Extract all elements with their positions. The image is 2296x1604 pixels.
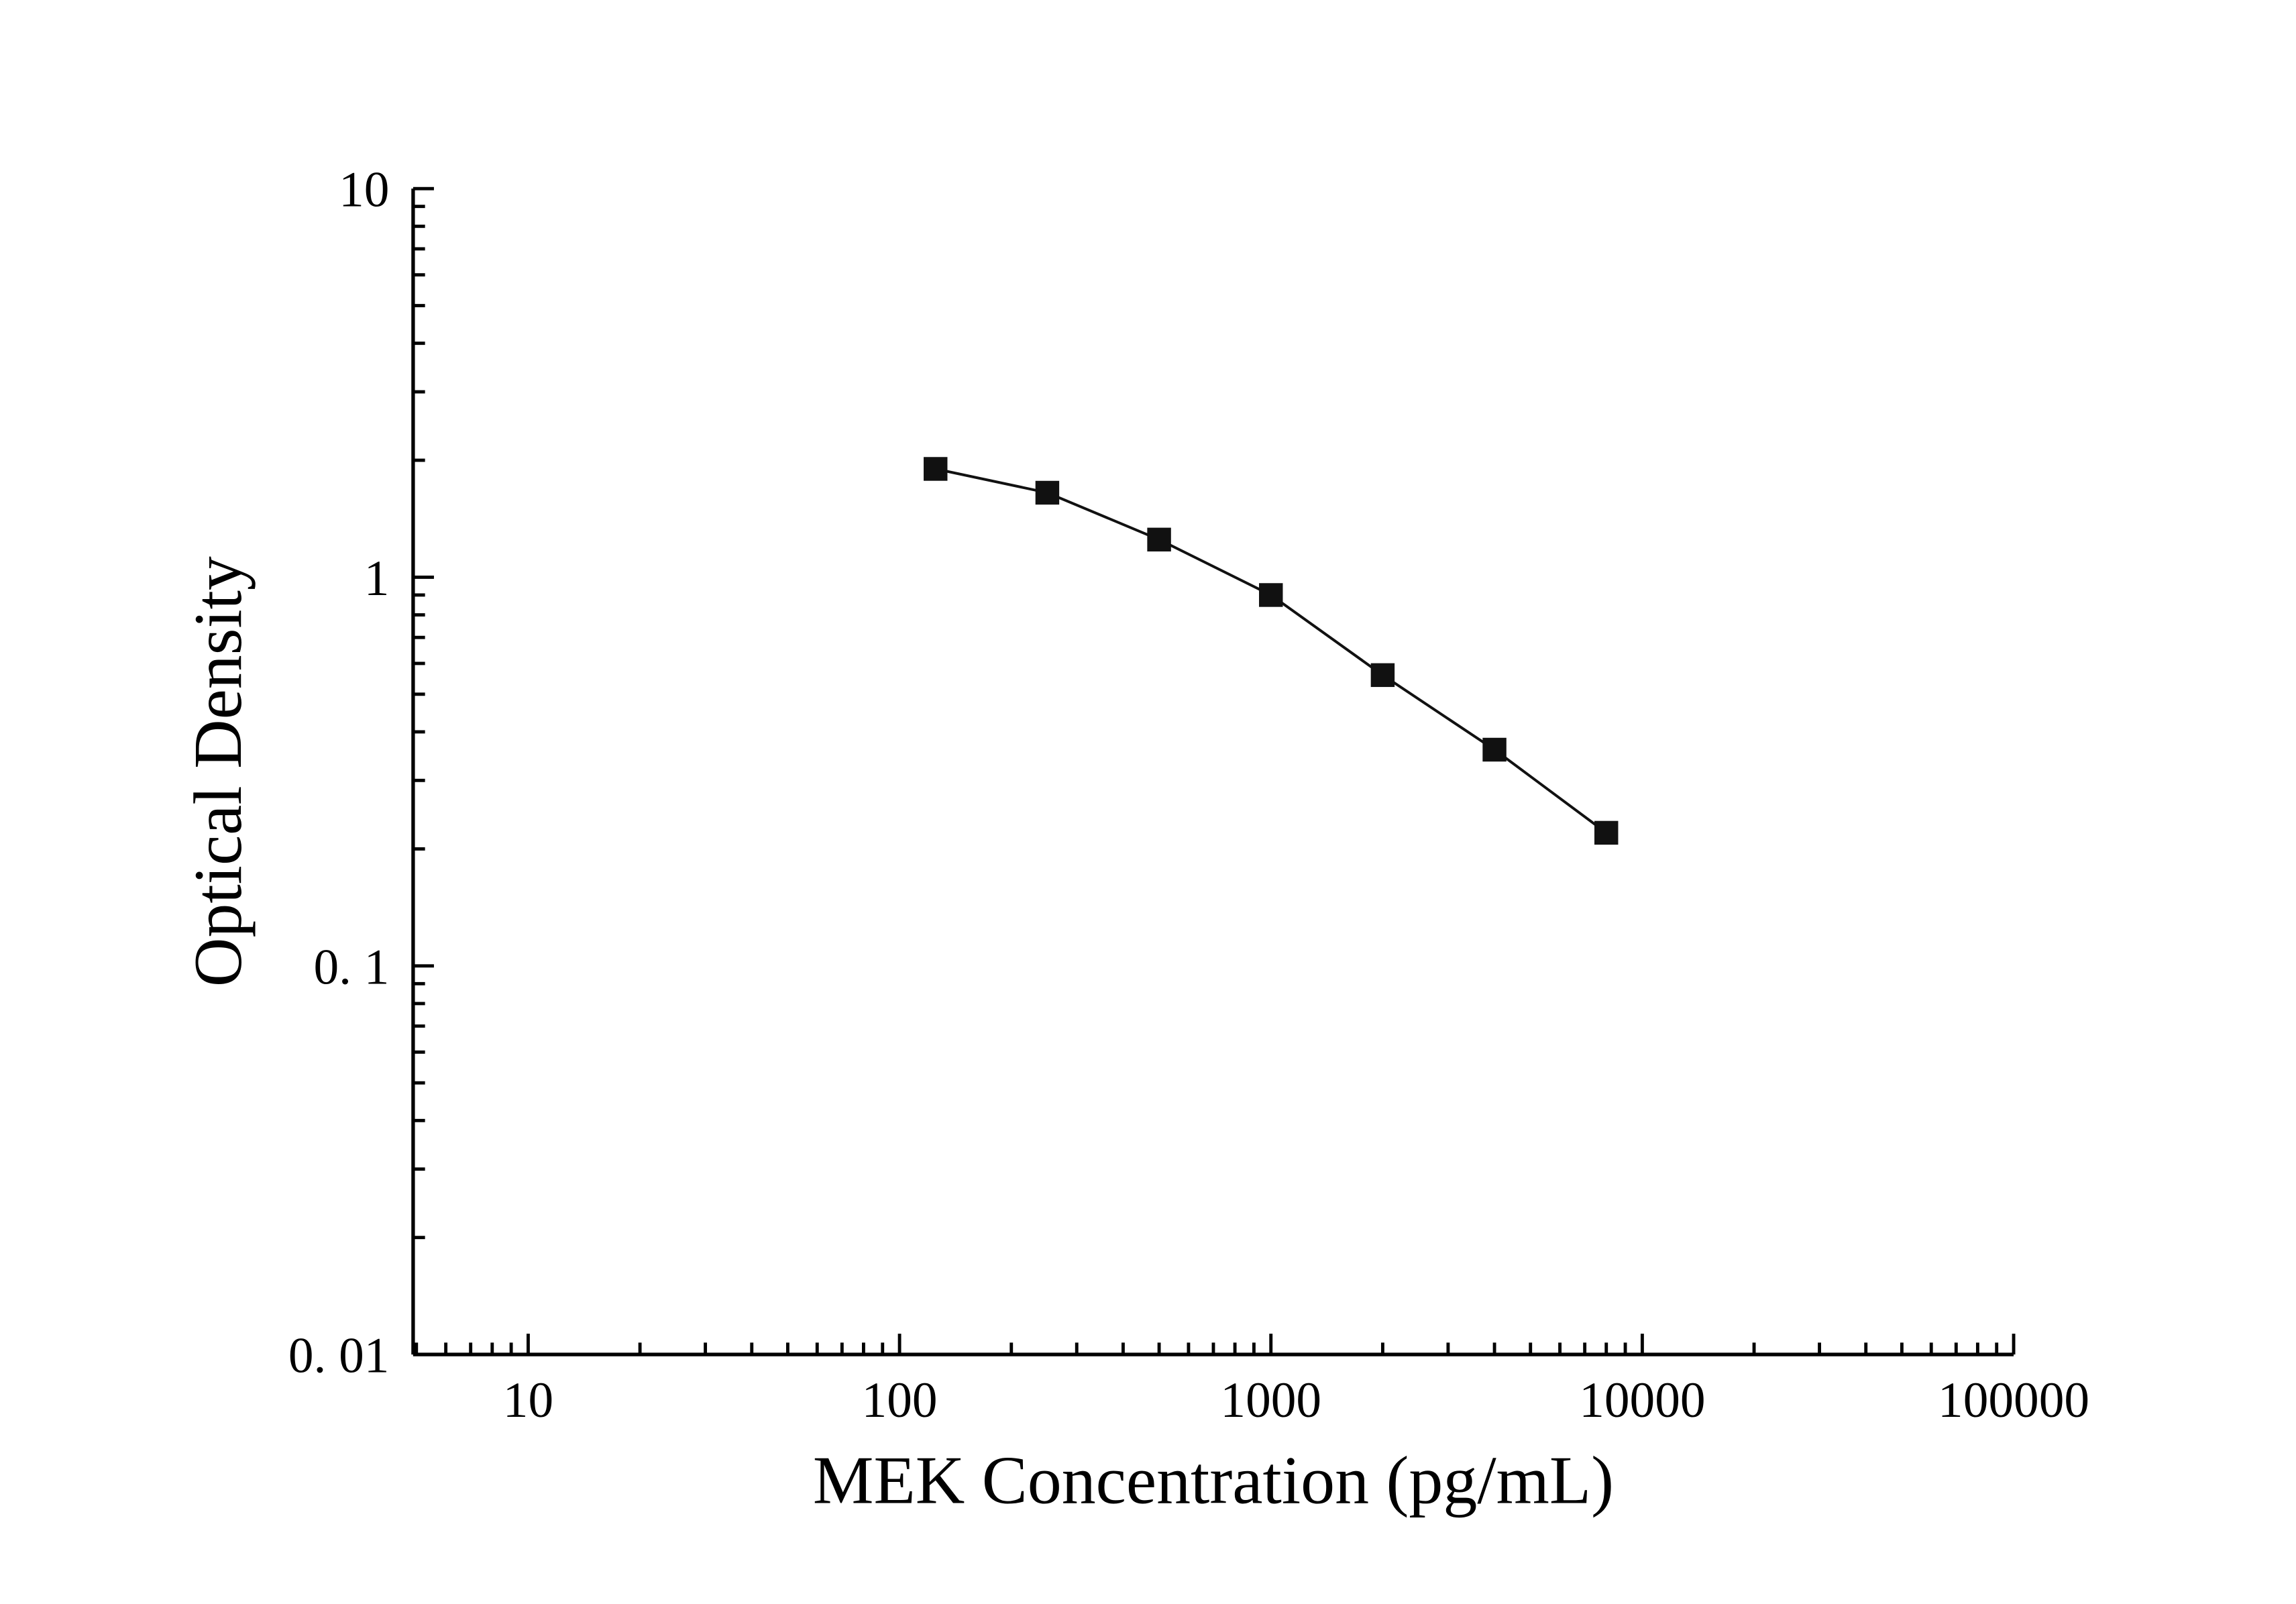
- x-axis-title: MEK Concentration (pg/mL): [813, 1442, 1614, 1518]
- data-point-marker: [1147, 527, 1171, 552]
- x-tick-label: 100: [862, 1373, 938, 1428]
- y-tick-label: 10: [339, 162, 389, 218]
- data-point-marker: [1035, 480, 1060, 505]
- data-point-marker: [924, 457, 948, 481]
- y-tick-label: 0. 01: [288, 1328, 390, 1384]
- x-tick-label: 10000: [1579, 1373, 1705, 1428]
- x-tick-label: 1000: [1220, 1373, 1321, 1428]
- y-tick-label: 0. 1: [313, 939, 389, 995]
- x-tick-label: 10: [503, 1373, 553, 1428]
- y-axis-title: Optical Density: [180, 556, 256, 987]
- x-tick-label: 100000: [1938, 1373, 2089, 1428]
- data-point-marker: [1259, 583, 1283, 607]
- data-point-marker: [1482, 737, 1507, 762]
- series-line: [935, 468, 1607, 834]
- data-point-marker: [1370, 663, 1395, 688]
- data-point-marker: [1594, 820, 1619, 845]
- y-tick-label: 1: [364, 551, 390, 606]
